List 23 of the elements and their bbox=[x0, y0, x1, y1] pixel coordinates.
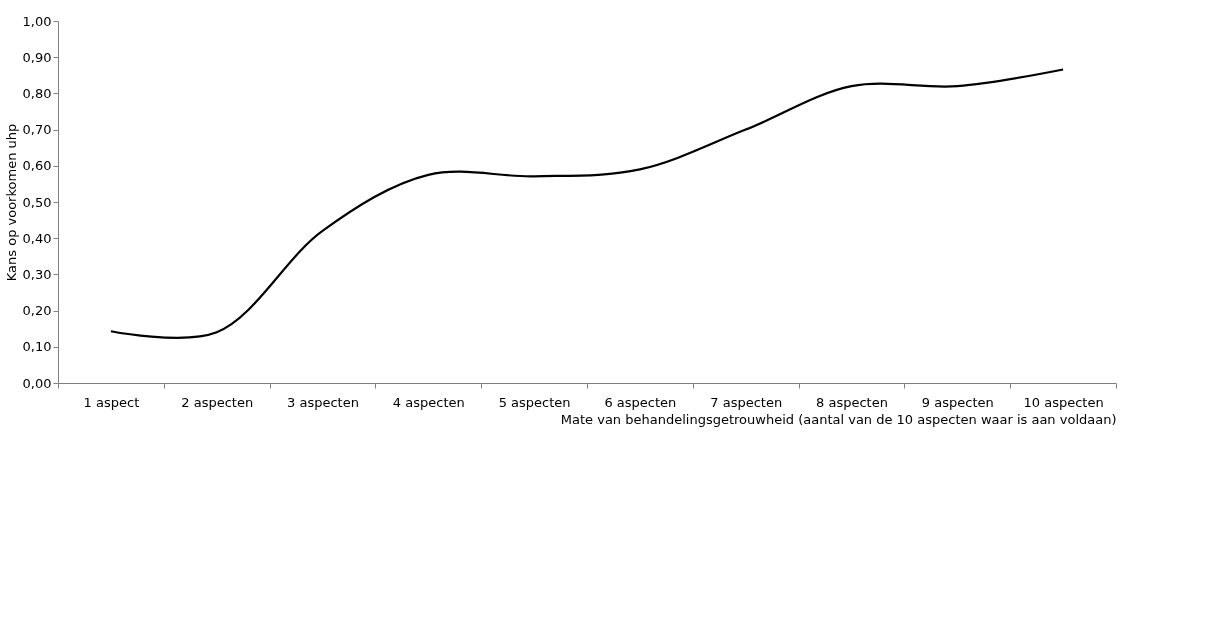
x-tick-label: 8 aspecten bbox=[816, 394, 888, 410]
x-axis-title: Mate van behandelingsgetrouwheid (aantal van de 10 aspecten waar is aan voldaan) bbox=[560, 411, 1117, 427]
x-tick-label: 3 aspecten bbox=[287, 394, 359, 410]
x-tick-label: 5 aspecten bbox=[498, 394, 571, 410]
x-tick-label: 9 aspecten bbox=[921, 394, 994, 410]
x-tick-label: 1 aspect bbox=[83, 394, 140, 410]
x-tick-label: 7 aspecten bbox=[710, 394, 783, 410]
x-tick-label: 10 aspecten bbox=[1023, 394, 1104, 410]
y-tick-label: 0,60 bbox=[22, 158, 52, 174]
y-tick-label: 0,10 bbox=[22, 339, 52, 355]
y-tick-label: 0,90 bbox=[22, 49, 52, 65]
y-axis-title: Kans op voorkomen uhp bbox=[3, 123, 19, 282]
y-tick-label: 0,30 bbox=[22, 266, 52, 282]
y-tick-label: 0,00 bbox=[22, 375, 52, 391]
y-tick-label: 0,70 bbox=[22, 122, 52, 138]
y-tick-label: 0,80 bbox=[22, 85, 52, 101]
y-tick-label: 0,20 bbox=[22, 303, 52, 319]
y-tick-label: 1,00 bbox=[22, 13, 52, 29]
x-tick-label: 2 aspecten bbox=[181, 394, 254, 410]
y-tick-label: 0,50 bbox=[22, 194, 52, 210]
x-tick-label: 4 aspecten bbox=[392, 394, 465, 410]
x-tick-label: 6 aspecten bbox=[604, 394, 677, 410]
y-tick-label: 0,40 bbox=[22, 230, 52, 246]
